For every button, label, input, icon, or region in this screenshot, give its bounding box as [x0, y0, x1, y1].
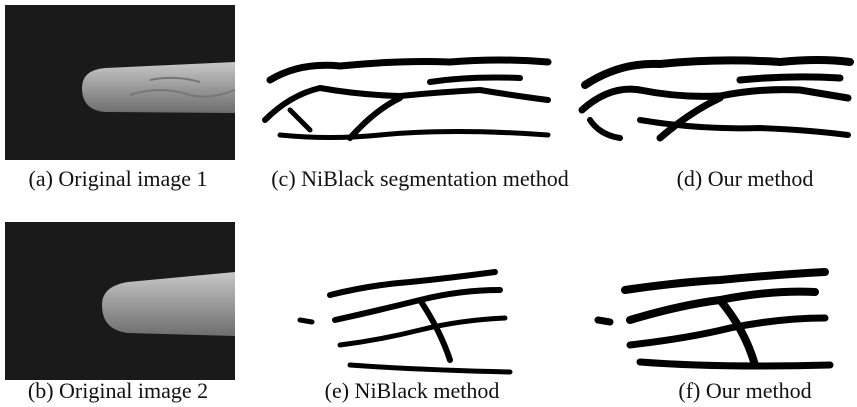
figure-images: [0, 0, 857, 407]
caption: (b) Original image 2: [28, 378, 208, 404]
our-method-result-1: [582, 60, 850, 138]
niblack-result-1: [265, 60, 548, 138]
original-image-1: [5, 5, 235, 160]
our-method-result-2: [598, 272, 830, 366]
niblack-result-2: [300, 272, 510, 372]
figure: (a) Original image 1 (c) NiBlack segment…: [0, 0, 857, 407]
caption: (a) Original image 1: [29, 166, 208, 192]
caption: (f) Our method: [678, 378, 811, 404]
original-image-2: [5, 222, 235, 380]
caption: (d) Our method: [677, 166, 814, 192]
caption: (e) NiBlack method: [325, 378, 500, 404]
caption: (c) NiBlack segmentation method: [271, 166, 569, 192]
